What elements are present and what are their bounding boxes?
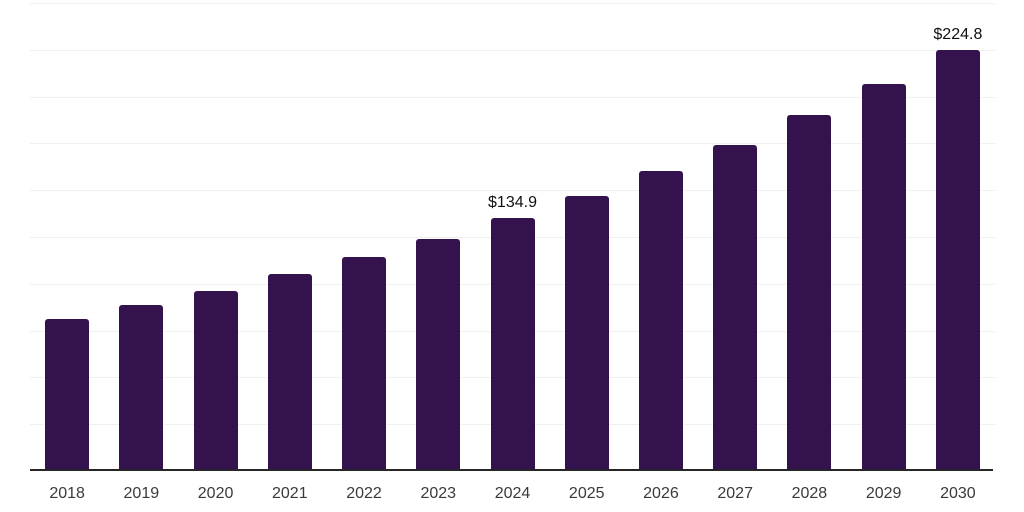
bar-2020 xyxy=(193,291,238,471)
x-tick-label-2022: 2022 xyxy=(346,485,382,502)
x-tick-label-2027: 2027 xyxy=(717,485,753,502)
bar-2028 xyxy=(787,115,832,471)
bar-2023 xyxy=(416,238,461,471)
gridline-175 xyxy=(30,143,995,145)
x-tick-label-2019: 2019 xyxy=(123,485,160,502)
bar-2027 xyxy=(713,144,758,471)
bar-2029 xyxy=(861,83,906,471)
x-tick-label-2029: 2029 xyxy=(865,485,902,502)
bar-2024 xyxy=(490,218,535,471)
x-tick-label-2023: 2023 xyxy=(420,485,457,502)
x-tick-label-2024: 2024 xyxy=(494,485,531,502)
bar-2019 xyxy=(119,304,164,471)
plot-area: $134.9 $224.8 xyxy=(30,3,995,471)
gridline-200 xyxy=(30,96,995,98)
bar-2018 xyxy=(45,319,90,471)
bar-2021 xyxy=(267,274,312,471)
gridline-150 xyxy=(30,190,995,192)
bar-2025 xyxy=(564,195,609,471)
x-tick-label-2025: 2025 xyxy=(568,485,605,502)
x-tick-label-2028: 2028 xyxy=(791,485,828,502)
bar-2022 xyxy=(342,257,387,471)
x-tick-label-2020: 2020 xyxy=(197,485,234,502)
gridline-250 xyxy=(30,3,995,4)
bar-2026 xyxy=(638,171,683,471)
x-tick-label-2026: 2026 xyxy=(643,485,679,502)
x-tick-label-2018: 2018 xyxy=(49,485,85,502)
bar-2030 xyxy=(935,50,980,471)
x-axis-line xyxy=(30,469,993,471)
gridline-225 xyxy=(30,49,995,51)
x-tick-label-2030: 2030 xyxy=(940,485,976,502)
value-label-2024: $134.9 xyxy=(488,194,537,212)
value-label-2030: $224.8 xyxy=(933,26,983,44)
x-tick-label-2021: 2021 xyxy=(272,485,308,502)
x-axis-labels: 2018 2019 2020 2021 2022 2023 2024 2025 2026 2027… xyxy=(30,484,995,504)
